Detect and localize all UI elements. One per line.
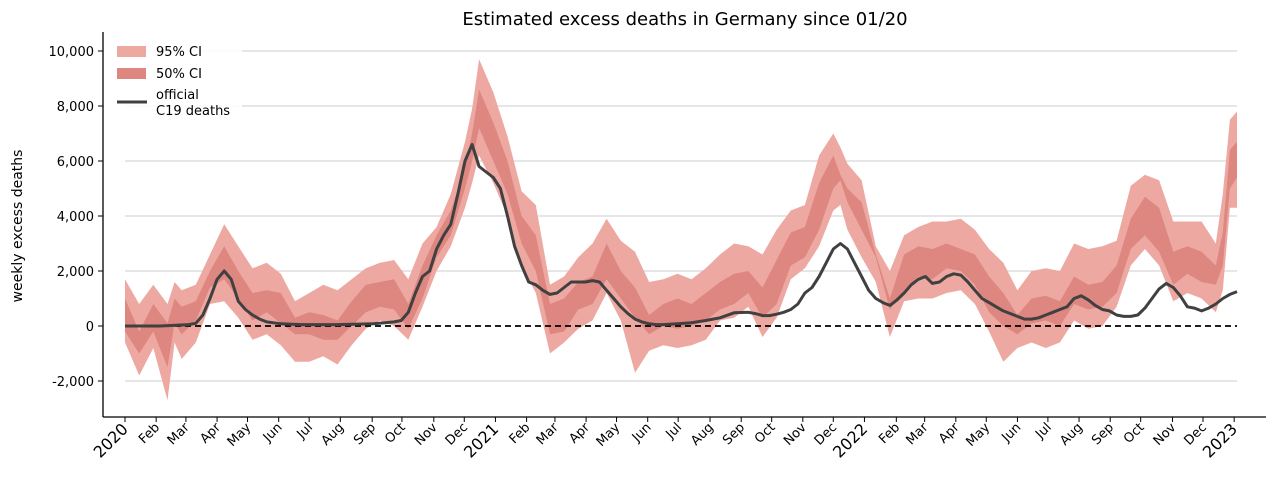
x-tick-label-month: Feb <box>876 420 903 447</box>
ci50-band <box>125 89 1237 368</box>
y-tick-label: 10,000 <box>49 45 95 60</box>
x-tick-label-month: Nov <box>1151 420 1180 449</box>
x-tick-label-month: Apr <box>197 420 224 447</box>
legend-label-ci50: 50% CI <box>156 67 202 82</box>
y-tick-label: 2,000 <box>57 265 94 280</box>
y-tick-label: 0 <box>86 320 94 335</box>
y-tick-label: 4,000 <box>57 210 94 225</box>
x-tick-label-month: Jul <box>1032 420 1054 442</box>
legend-swatch-ci50 <box>117 68 146 79</box>
x-tick-label-month: May <box>225 420 255 450</box>
legend-label-official-line2: C19 deaths <box>156 104 230 119</box>
x-ticks: 2020 Feb Mar Apr May Jun Jul Aug Sep Oct Nov Dec202… <box>90 417 1241 462</box>
x-tick-label-month: Aug <box>319 420 348 449</box>
x-tick-label-month: Aug <box>1057 420 1086 449</box>
x-tick-label-month: Mar <box>534 420 562 448</box>
y-tick-label: 6,000 <box>57 155 94 170</box>
x-tick-label-month: Apr <box>566 420 593 447</box>
x-tick-label-month: Feb <box>507 420 534 447</box>
y-axis-label: weekly excess deaths <box>10 150 26 303</box>
x-tick-label-month: Nov <box>781 420 810 449</box>
x-tick-label-month: Aug <box>688 420 717 449</box>
x-tick-label-month: Oct <box>752 420 779 447</box>
x-tick-label-month: May <box>594 420 624 450</box>
x-tick-label-month: Jun <box>629 420 655 446</box>
y-ticks: -2,000 0 2,000 4,000 6,000 8,000 10,000 <box>49 45 103 390</box>
y-tick-label: 8,000 <box>57 100 94 115</box>
x-tick-label-year: 2022 <box>829 419 871 461</box>
x-tick-label-month: Feb <box>136 420 163 447</box>
x-tick-label-month: Jun <box>999 420 1025 446</box>
x-tick-label-month: Nov <box>412 420 441 449</box>
chart-title: Estimated excess deaths in Germany since… <box>462 9 907 30</box>
x-tick-label-month: Apr <box>936 420 963 447</box>
gridlines <box>125 50 1237 382</box>
ci50-band-layer <box>125 89 1237 368</box>
x-tick-label-year: 2020 <box>90 419 132 461</box>
legend-swatch-ci95 <box>117 46 146 57</box>
x-tick-label-month: Mar <box>165 420 193 448</box>
ci95-band-layer <box>125 59 1237 401</box>
x-tick-label-year: 2023 <box>1199 419 1241 461</box>
x-tick-label-month: Jun <box>260 420 286 446</box>
x-tick-label-month: Sep <box>351 420 379 448</box>
x-tick-label-year: 2021 <box>460 419 502 461</box>
y-tick-label: -2,000 <box>52 375 94 390</box>
x-tick-label-month: May <box>964 420 994 450</box>
legend: 95% CI 50% CI official C19 deaths <box>112 40 242 122</box>
official-deaths-line-layer <box>125 143 1238 328</box>
x-tick-label-month: Sep <box>720 420 748 448</box>
x-tick-label-month: Oct <box>1121 420 1148 447</box>
x-tick-label-month: Jul <box>294 420 316 442</box>
x-tick-label-month: Sep <box>1089 420 1117 448</box>
legend-label-official: official <box>156 88 199 103</box>
x-tick-label-month: Mar <box>903 420 931 448</box>
x-tick-label-month: Oct <box>382 420 409 447</box>
x-tick-label-month: Jul <box>663 420 685 442</box>
official-deaths-line <box>125 143 1238 328</box>
legend-label-ci95: 95% CI <box>156 45 202 60</box>
ci95-band <box>125 59 1237 401</box>
